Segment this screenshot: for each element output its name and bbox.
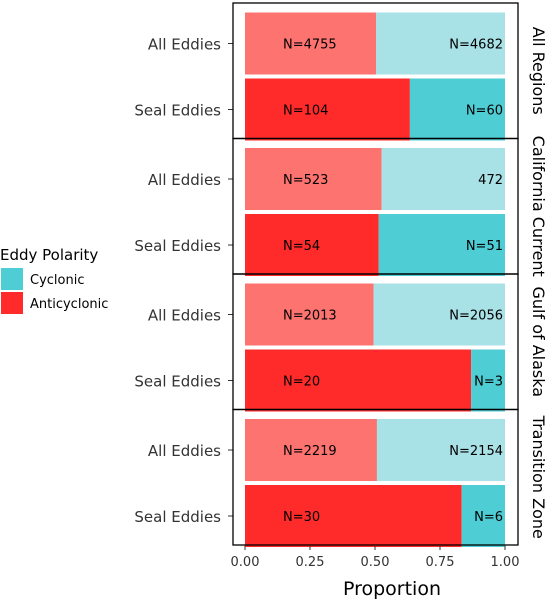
legend-title: Eddy Polarity: [0, 246, 98, 264]
category-label: All Eddies: [148, 307, 221, 325]
category-label: All Eddies: [148, 36, 221, 54]
category-label: Seal Eddies: [134, 102, 221, 120]
category-label: All Eddies: [148, 171, 221, 189]
bar-label-anticyclonic: N=523: [283, 173, 328, 188]
bar-label-anticyclonic: N=104: [283, 104, 328, 119]
x-tick-label: 1.00: [491, 555, 520, 570]
bar-label-anticyclonic: N=2013: [283, 309, 337, 324]
bar-label-cyclonic: N=2056: [449, 309, 503, 324]
bar-anticyclonic: [245, 283, 374, 346]
bar-label-anticyclonic: N=20: [283, 375, 320, 390]
bar-label-cyclonic: N=3: [474, 375, 503, 390]
facet-strip-label: All Regions: [529, 27, 548, 115]
legend-swatch: [1, 268, 23, 290]
bar-label-cyclonic: N=6: [474, 510, 503, 525]
panel: N=4755 N=4682 All Eddies N=104 N=60 Seal Eddi…: [134, 2, 548, 141]
bar-label-anticyclonic: N=30: [283, 510, 320, 525]
bar-cyclonic: [409, 78, 505, 141]
bar-label-anticyclonic: N=4755: [283, 38, 337, 53]
bar-anticyclonic: [245, 419, 377, 481]
legend-label: Cyclonic: [30, 273, 84, 288]
panel: N=523 472 All Eddies N=54 N=51 Seal Eddies Cal…: [134, 136, 548, 277]
category-label: Seal Eddies: [134, 237, 221, 255]
x-tick-label: 0.50: [361, 555, 390, 570]
bar-cyclonic: [471, 349, 505, 412]
bar-anticyclonic: [245, 214, 379, 276]
bar-label-cyclonic: N=51: [466, 239, 503, 254]
x-tick-label: 0.00: [231, 555, 260, 570]
x-axis-title: Proportion: [343, 578, 441, 600]
bar-label-anticyclonic: N=54: [283, 239, 320, 254]
bar-anticyclonic: [245, 148, 382, 210]
x-tick-label: 0.25: [296, 555, 325, 570]
category-label: All Eddies: [148, 442, 221, 460]
bar-anticyclonic: [245, 485, 462, 547]
panel: N=2013 N=2056 All Eddies N=20 N=3 Seal Eddies…: [134, 273, 548, 412]
category-label: Seal Eddies: [134, 373, 221, 391]
bar-cyclonic: [378, 214, 505, 276]
bar-label-cyclonic: N=4682: [449, 38, 503, 53]
bar-anticyclonic: [245, 349, 472, 412]
bar-cyclonic: [373, 283, 505, 346]
chart-panels: N=4755 N=4682 All Eddies N=104 N=60 Seal Eddi…: [134, 2, 548, 547]
bar-cyclonic: [376, 419, 505, 481]
facet-strip-label: Gulf of Alaska: [529, 286, 548, 397]
legend-swatch: [1, 292, 23, 314]
bar-label-anticyclonic: N=2219: [283, 444, 337, 459]
legend-label: Anticyclonic: [30, 297, 108, 312]
panel: N=2219 N=2154 All Eddies N=30 N=6 Seal Eddies…: [134, 408, 548, 547]
bar-anticyclonic: [245, 12, 377, 75]
bar-cyclonic: [461, 485, 505, 547]
bar-label-cyclonic: N=2154: [449, 444, 503, 459]
x-tick-label: 0.75: [426, 555, 455, 570]
bar-label-cyclonic: 472: [478, 173, 503, 188]
category-label: Seal Eddies: [134, 508, 221, 526]
bar-anticyclonic: [245, 78, 410, 141]
legend: Eddy Polarity Cyclonic Anticyclonic: [0, 246, 108, 314]
facet-strip-label: Transition Zone: [529, 415, 548, 539]
bar-label-cyclonic: N=60: [466, 104, 503, 119]
bar-cyclonic: [376, 12, 505, 75]
x-axis: 0.00 0.25 0.50 0.75 1.00: [231, 545, 520, 570]
facet-strip-label: California Current: [529, 136, 548, 277]
bar-cyclonic: [381, 148, 505, 210]
